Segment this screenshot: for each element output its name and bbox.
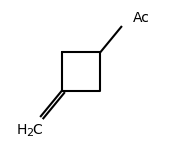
Text: C: C [32, 123, 42, 137]
Text: Ac: Ac [133, 11, 150, 25]
Text: H: H [17, 123, 27, 137]
Text: 2: 2 [27, 128, 34, 138]
